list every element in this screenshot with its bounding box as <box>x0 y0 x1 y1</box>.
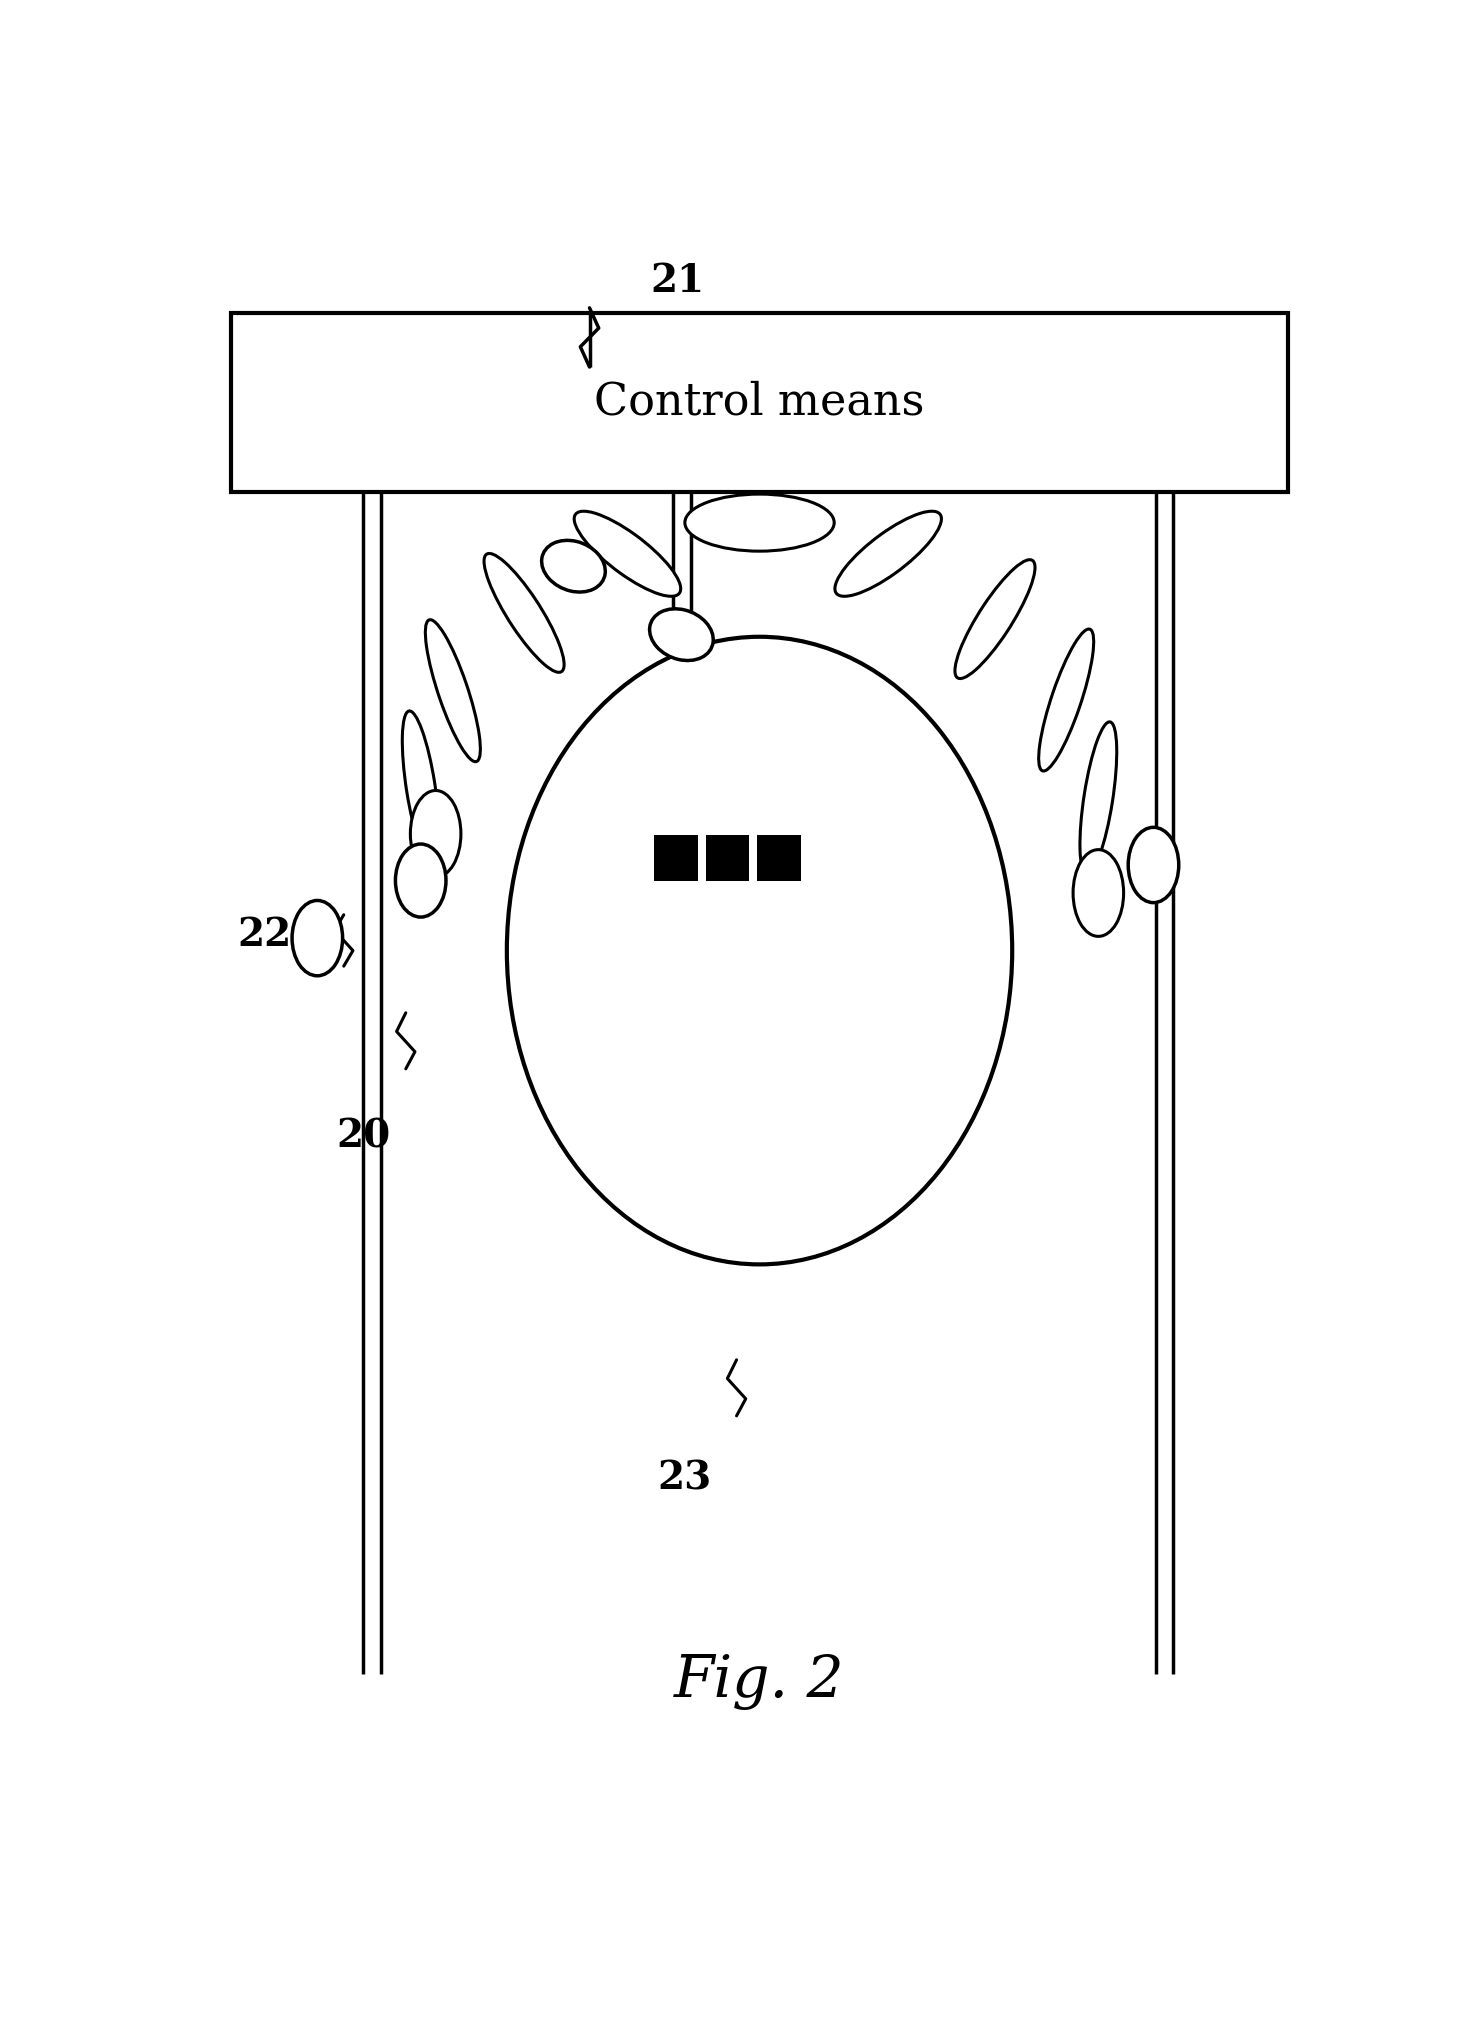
Bar <box>654 835 698 881</box>
Ellipse shape <box>834 511 941 596</box>
Ellipse shape <box>396 845 446 918</box>
Ellipse shape <box>425 620 480 762</box>
Ellipse shape <box>411 790 461 877</box>
Bar <box>757 835 800 881</box>
Ellipse shape <box>402 711 439 863</box>
Bar <box>705 835 750 881</box>
Text: Control means: Control means <box>594 380 925 424</box>
Text: 22: 22 <box>237 916 290 954</box>
Ellipse shape <box>507 637 1012 1265</box>
Ellipse shape <box>541 540 605 592</box>
Ellipse shape <box>1039 629 1094 772</box>
Text: Fig. 2: Fig. 2 <box>674 1653 845 1710</box>
Text: 24: 24 <box>704 1077 757 1116</box>
Ellipse shape <box>1073 849 1123 936</box>
Text: 21: 21 <box>651 263 704 301</box>
Text: 23: 23 <box>658 1459 711 1498</box>
Ellipse shape <box>485 554 565 673</box>
Ellipse shape <box>649 608 713 661</box>
Ellipse shape <box>292 901 342 976</box>
Ellipse shape <box>574 511 680 596</box>
Ellipse shape <box>1080 721 1117 875</box>
Text: 20: 20 <box>336 1118 390 1156</box>
Bar <box>231 313 1288 491</box>
Ellipse shape <box>954 560 1034 679</box>
Ellipse shape <box>685 493 834 552</box>
Ellipse shape <box>1128 827 1178 903</box>
